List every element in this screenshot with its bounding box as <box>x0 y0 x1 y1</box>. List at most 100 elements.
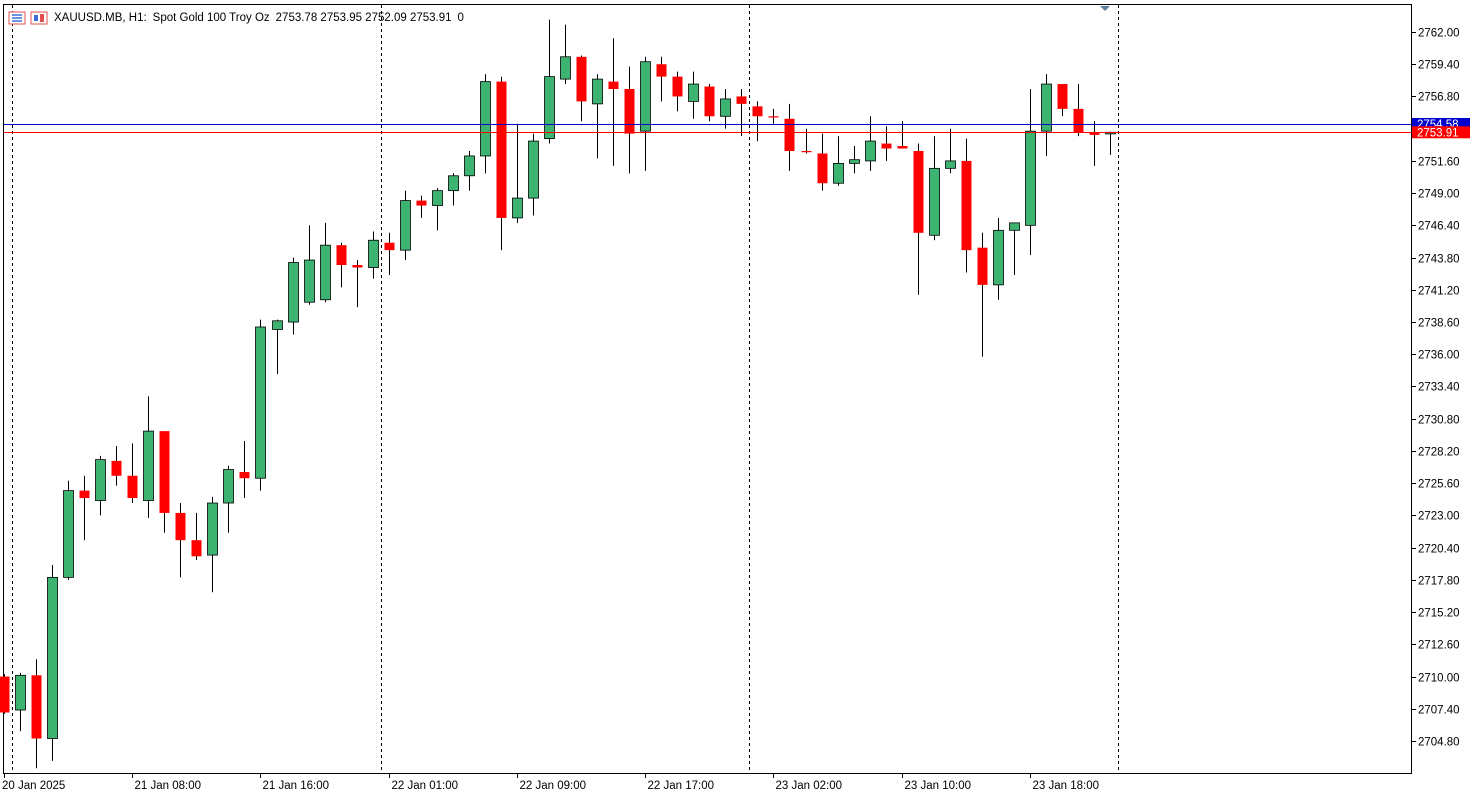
candle-bearish <box>336 245 347 266</box>
y-axis-tick-label: 2712.60 <box>1418 640 1460 652</box>
candle-bearish <box>111 460 122 476</box>
candle-bearish <box>239 472 250 479</box>
candle-bullish <box>1009 222 1020 231</box>
y-axis-tick-label: 2751.60 <box>1418 157 1460 169</box>
candle-bullish <box>63 490 74 578</box>
candle-bearish <box>977 247 988 285</box>
candle-bearish <box>175 512 186 541</box>
header-extra: 0 <box>457 12 464 24</box>
candle-bullish <box>512 197 523 219</box>
candle-bearish <box>576 56 587 102</box>
chart-shift-marker-icon <box>1100 6 1110 11</box>
candle-bullish <box>288 262 299 323</box>
candle-bullish <box>400 200 411 251</box>
candle-bullish <box>688 83 699 102</box>
x-axis-tick-label: 21 Jan 08:00 <box>135 780 202 792</box>
candle-bullish <box>272 320 283 330</box>
candle-bearish <box>961 160 972 251</box>
candle-bullish <box>993 229 1004 286</box>
y-axis-tick-label: 2733.40 <box>1418 382 1460 394</box>
candle-bearish <box>736 96 747 104</box>
candle-bullish <box>560 56 571 80</box>
candle-bullish <box>320 244 331 301</box>
candle-bearish <box>416 200 427 206</box>
candle-bullish <box>95 459 106 501</box>
y-axis-tick-label: 2749.00 <box>1418 189 1460 201</box>
x-axis-tick-label: 22 Jan 01:00 <box>392 780 459 792</box>
y-axis-tick-label: 2710.00 <box>1418 673 1460 685</box>
candle-bearish <box>897 146 908 149</box>
y-axis-tick-label: 2736.00 <box>1418 350 1460 362</box>
y-axis-tick-label: 2746.40 <box>1418 221 1460 233</box>
symbol-label: XAUUSD.MB, H1: <box>54 12 147 24</box>
x-axis-tick-label: 20 Jan 2025 <box>2 780 65 792</box>
candle-bullish <box>833 162 844 184</box>
y-axis-tick-label: 2704.80 <box>1418 737 1460 749</box>
candle-bearish <box>1057 84 1068 109</box>
candle-bullish <box>865 140 876 162</box>
candle-bullish <box>464 155 475 177</box>
candle-bullish <box>480 81 491 157</box>
candle-bearish <box>384 242 395 251</box>
candle-bullish <box>207 502 218 556</box>
y-axis-tick-label: 2723.00 <box>1418 511 1460 523</box>
candle-bearish <box>801 150 812 153</box>
candle-bullish <box>945 160 956 169</box>
y-axis-tick-label: 2759.40 <box>1418 60 1460 72</box>
x-axis-tick-label: 22 Jan 17:00 <box>648 780 715 792</box>
candle-bearish <box>656 64 667 77</box>
symbol-description: Spot Gold 100 Troy Oz <box>152 12 270 24</box>
y-axis-tick-label: 2717.80 <box>1418 576 1460 588</box>
candle-bearish <box>913 150 924 233</box>
candle-bullish <box>47 576 58 739</box>
candle-bullish <box>544 76 555 139</box>
candle-bullish <box>528 140 539 199</box>
candle-bullish <box>640 61 651 132</box>
candle-bearish <box>672 76 683 97</box>
candle-bullish <box>304 259 315 303</box>
candle-bullish <box>368 239 379 268</box>
candle-bearish <box>881 143 892 149</box>
bid-price-label: 2753.91 <box>1417 127 1459 139</box>
candle-bearish <box>1089 132 1100 135</box>
ohlc-values: 2753.78 2753.95 2752.09 2753.91 <box>275 12 452 24</box>
candle-bearish <box>191 540 202 557</box>
candle-bullish <box>15 674 26 711</box>
chart-window-icon[interactable] <box>30 11 48 25</box>
candle-bearish <box>79 490 90 499</box>
candle-bearish <box>624 89 635 134</box>
bid-price-tag <box>1412 126 1470 139</box>
candle-bearish <box>31 675 42 739</box>
candle-bullish <box>1025 130 1036 226</box>
y-axis-tick-label: 2728.20 <box>1418 447 1460 459</box>
candle-bullish <box>720 98 731 117</box>
candle-bearish <box>1073 108 1084 133</box>
x-axis-tick-label: 21 Jan 16:00 <box>263 780 330 792</box>
x-axis-tick-label: 23 Jan 18:00 <box>1033 780 1100 792</box>
candle-bearish <box>817 153 828 184</box>
candle-bearish <box>0 676 10 713</box>
y-axis-tick-label: 2725.60 <box>1418 479 1460 491</box>
plot-frame <box>3 4 1412 774</box>
candle-bullish <box>255 326 266 479</box>
y-axis-tick-label: 2730.80 <box>1418 415 1460 427</box>
candle-bearish <box>352 265 363 268</box>
candle-bearish <box>752 106 763 117</box>
candle-bearish <box>127 475 138 499</box>
indicator-list-icon[interactable] <box>8 11 26 25</box>
candle-bearish <box>608 81 619 90</box>
y-axis-tick-label: 2715.20 <box>1418 608 1460 620</box>
x-axis-tick-label: 22 Jan 09:00 <box>520 780 587 792</box>
candle-bearish <box>704 86 715 117</box>
x-axis-tick-label: 23 Jan 10:00 <box>905 780 972 792</box>
y-axis-tick-label: 2756.80 <box>1418 92 1460 104</box>
candle-bullish <box>1041 83 1052 132</box>
candle-bullish <box>849 159 860 164</box>
candle-bullish <box>143 430 154 501</box>
chart-header: XAUUSD.MB, H1: Spot Gold 100 Troy Oz 275… <box>8 10 464 26</box>
x-axis-tick-label: 23 Jan 02:00 <box>776 780 843 792</box>
candle-bearish <box>159 431 170 513</box>
y-axis-tick-label: 2741.20 <box>1418 286 1460 298</box>
candle-bearish <box>496 81 507 218</box>
